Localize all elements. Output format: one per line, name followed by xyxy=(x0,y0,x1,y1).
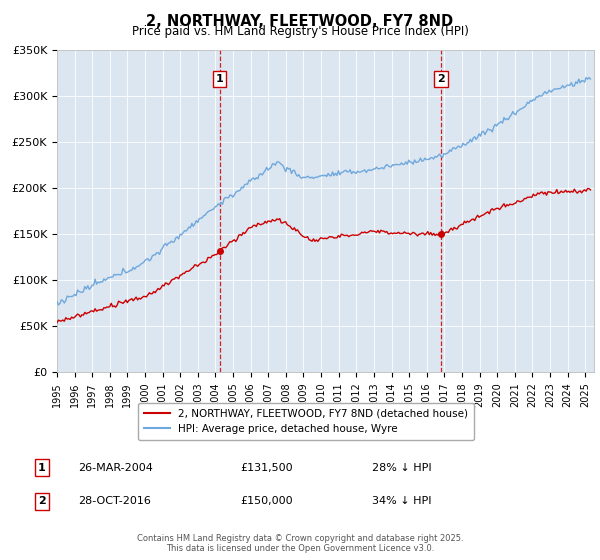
Text: 2: 2 xyxy=(38,496,46,506)
Legend: 2, NORTHWAY, FLEETWOOD, FY7 8ND (detached house), HPI: Average price, detached h: 2, NORTHWAY, FLEETWOOD, FY7 8ND (detache… xyxy=(137,403,475,440)
Text: 2: 2 xyxy=(437,74,445,85)
Text: 28% ↓ HPI: 28% ↓ HPI xyxy=(372,463,431,473)
Text: 1: 1 xyxy=(215,74,223,85)
Text: 28-OCT-2016: 28-OCT-2016 xyxy=(78,496,151,506)
Text: Contains HM Land Registry data © Crown copyright and database right 2025.
This d: Contains HM Land Registry data © Crown c… xyxy=(137,534,463,553)
Text: £150,000: £150,000 xyxy=(240,496,293,506)
Text: 1: 1 xyxy=(38,463,46,473)
Text: 2, NORTHWAY, FLEETWOOD, FY7 8ND: 2, NORTHWAY, FLEETWOOD, FY7 8ND xyxy=(146,14,454,29)
Text: 26-MAR-2004: 26-MAR-2004 xyxy=(78,463,153,473)
Text: £131,500: £131,500 xyxy=(240,463,293,473)
Text: 34% ↓ HPI: 34% ↓ HPI xyxy=(372,496,431,506)
Text: Price paid vs. HM Land Registry's House Price Index (HPI): Price paid vs. HM Land Registry's House … xyxy=(131,25,469,38)
